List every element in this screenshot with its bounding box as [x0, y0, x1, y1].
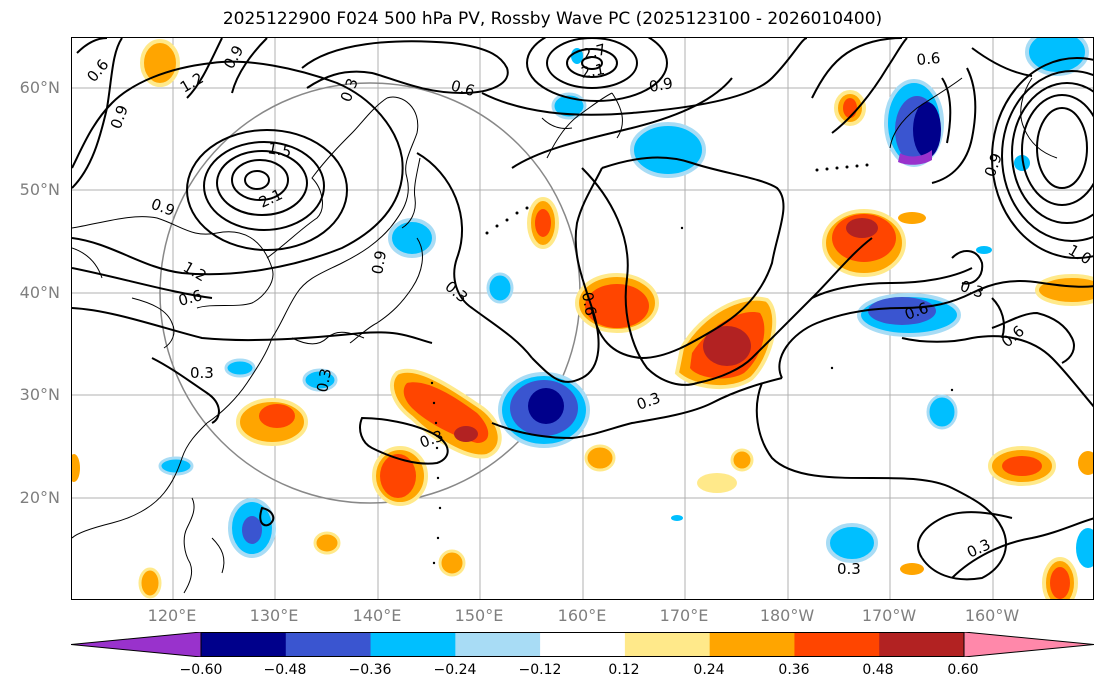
colorbar-tick: 0.48 [862, 662, 894, 678]
pv-contours [72, 38, 1093, 581]
island-chain [430, 163, 954, 565]
contour-label: 0.3 [964, 535, 993, 561]
contour-label: 1.5 [266, 139, 293, 161]
colorbar-tick: 0.36 [778, 662, 810, 678]
colorbar-outline [200, 632, 965, 657]
colorbar-extend-low [71, 632, 202, 657]
lon-label-120e: 120°E [147, 606, 197, 625]
contour-label: 1.0 [1065, 241, 1094, 269]
lon-label-170w: 170°W [861, 606, 917, 625]
colorbar-segment [794, 632, 880, 657]
colorbar-tick: −0.12 [518, 662, 562, 678]
contour-label: 0.6 [998, 322, 1028, 351]
lon-label-160w: 160°W [964, 606, 1020, 625]
colorbar [71, 632, 1094, 657]
lat-label-40n: 40°N [19, 283, 60, 302]
map-title: 2025122900 F024 500 hPa PV, Rossby Wave … [222, 9, 883, 29]
pv-shading [72, 38, 1093, 599]
contour-label: 0.6 [916, 49, 941, 69]
contour-label: 0.6 [578, 291, 600, 318]
contour-label: 0.3 [837, 560, 861, 578]
contour-label: 1.2 [177, 69, 207, 97]
map-panel: 0.6 0.9 1.2 0.9 0.3 0.6 0.9 1.5 2.1 2.7 … [71, 37, 1094, 600]
colorbar-tick: −0.24 [433, 662, 477, 678]
lon-label-130e: 130°E [249, 606, 299, 625]
lat-label-60n: 60°N [19, 78, 60, 97]
colorbar-segment [370, 632, 456, 657]
contour-label: 0.9 [368, 249, 390, 276]
colorbar-tick: 0.24 [693, 662, 725, 678]
contour-label: 0.6 [83, 56, 112, 86]
colorbar-tick: 0.60 [947, 662, 979, 678]
colorbar-segment [201, 632, 287, 657]
colorbar-segment [540, 632, 626, 657]
colorbar-segment [709, 632, 795, 657]
contour-label: 0.9 [648, 74, 675, 96]
contour-label: 1.2 [180, 258, 210, 286]
colorbar-tick: 0.12 [608, 662, 640, 678]
colorbar-segment [455, 632, 541, 657]
contour-label: 0.3 [337, 76, 362, 105]
contour-label: 0.6 [176, 286, 204, 310]
lon-label-140e: 140°E [352, 606, 402, 625]
lon-label-150e: 150°E [454, 606, 504, 625]
contour-label: 0.9 [107, 103, 132, 132]
lon-label-170e: 170°E [659, 606, 709, 625]
contour-label: 2.7 [580, 40, 608, 64]
contour-label: 0.3 [634, 389, 663, 414]
map-canvas: 0.6 0.9 1.2 0.9 0.3 0.6 0.9 1.5 2.1 2.7 … [72, 38, 1094, 599]
lon-label-160e: 160°E [557, 606, 607, 625]
contour-label: 0.3 [313, 367, 335, 394]
coastlines [72, 77, 1058, 594]
lat-label-20n: 20°N [19, 488, 60, 507]
colorbar-tick: −0.36 [348, 662, 392, 678]
lat-label-30n: 30°N [19, 385, 60, 404]
colorbar-segment [285, 632, 372, 657]
contour-label: 0.3 [190, 364, 214, 382]
contour-label: 2.1 [580, 60, 607, 82]
colorbar-tick: −0.60 [179, 662, 223, 678]
lat-label-50n: 50°N [19, 180, 60, 199]
lon-label-180w: 180°W [759, 606, 815, 625]
colorbar-segment [624, 632, 711, 657]
colorbar-tick: −0.48 [263, 662, 307, 678]
colorbar-segment [879, 632, 965, 657]
contour-label: 0.3 [441, 277, 471, 306]
contour-label: 0.6 [449, 76, 477, 100]
colorbar-extend-high [963, 632, 1094, 657]
